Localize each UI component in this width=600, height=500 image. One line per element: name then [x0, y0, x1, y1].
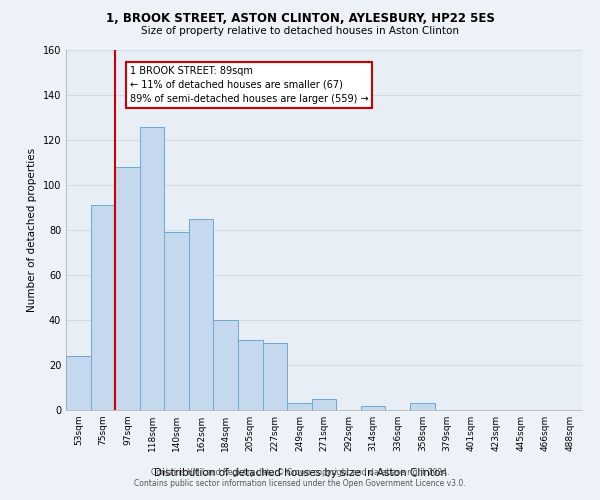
Text: 1, BROOK STREET, ASTON CLINTON, AYLESBURY, HP22 5ES: 1, BROOK STREET, ASTON CLINTON, AYLESBUR… [106, 12, 494, 26]
Bar [91, 205, 115, 410]
Bar [115, 167, 140, 410]
Bar [312, 399, 336, 410]
Bar [410, 403, 434, 410]
Text: Distribution of detached houses by size in Aston Clinton: Distribution of detached houses by size … [154, 468, 446, 477]
Bar [238, 340, 263, 410]
Bar [189, 219, 214, 410]
Text: Contains HM Land Registry data © Crown copyright and database right 2024.
Contai: Contains HM Land Registry data © Crown c… [134, 468, 466, 487]
Bar [66, 356, 91, 410]
Bar [263, 342, 287, 410]
Text: Size of property relative to detached houses in Aston Clinton: Size of property relative to detached ho… [141, 26, 459, 36]
Bar [361, 406, 385, 410]
Bar [164, 232, 189, 410]
Text: 1 BROOK STREET: 89sqm
← 11% of detached houses are smaller (67)
89% of semi-deta: 1 BROOK STREET: 89sqm ← 11% of detached … [130, 66, 368, 104]
Bar [140, 126, 164, 410]
Bar [214, 320, 238, 410]
Bar [287, 403, 312, 410]
Y-axis label: Number of detached properties: Number of detached properties [27, 148, 37, 312]
